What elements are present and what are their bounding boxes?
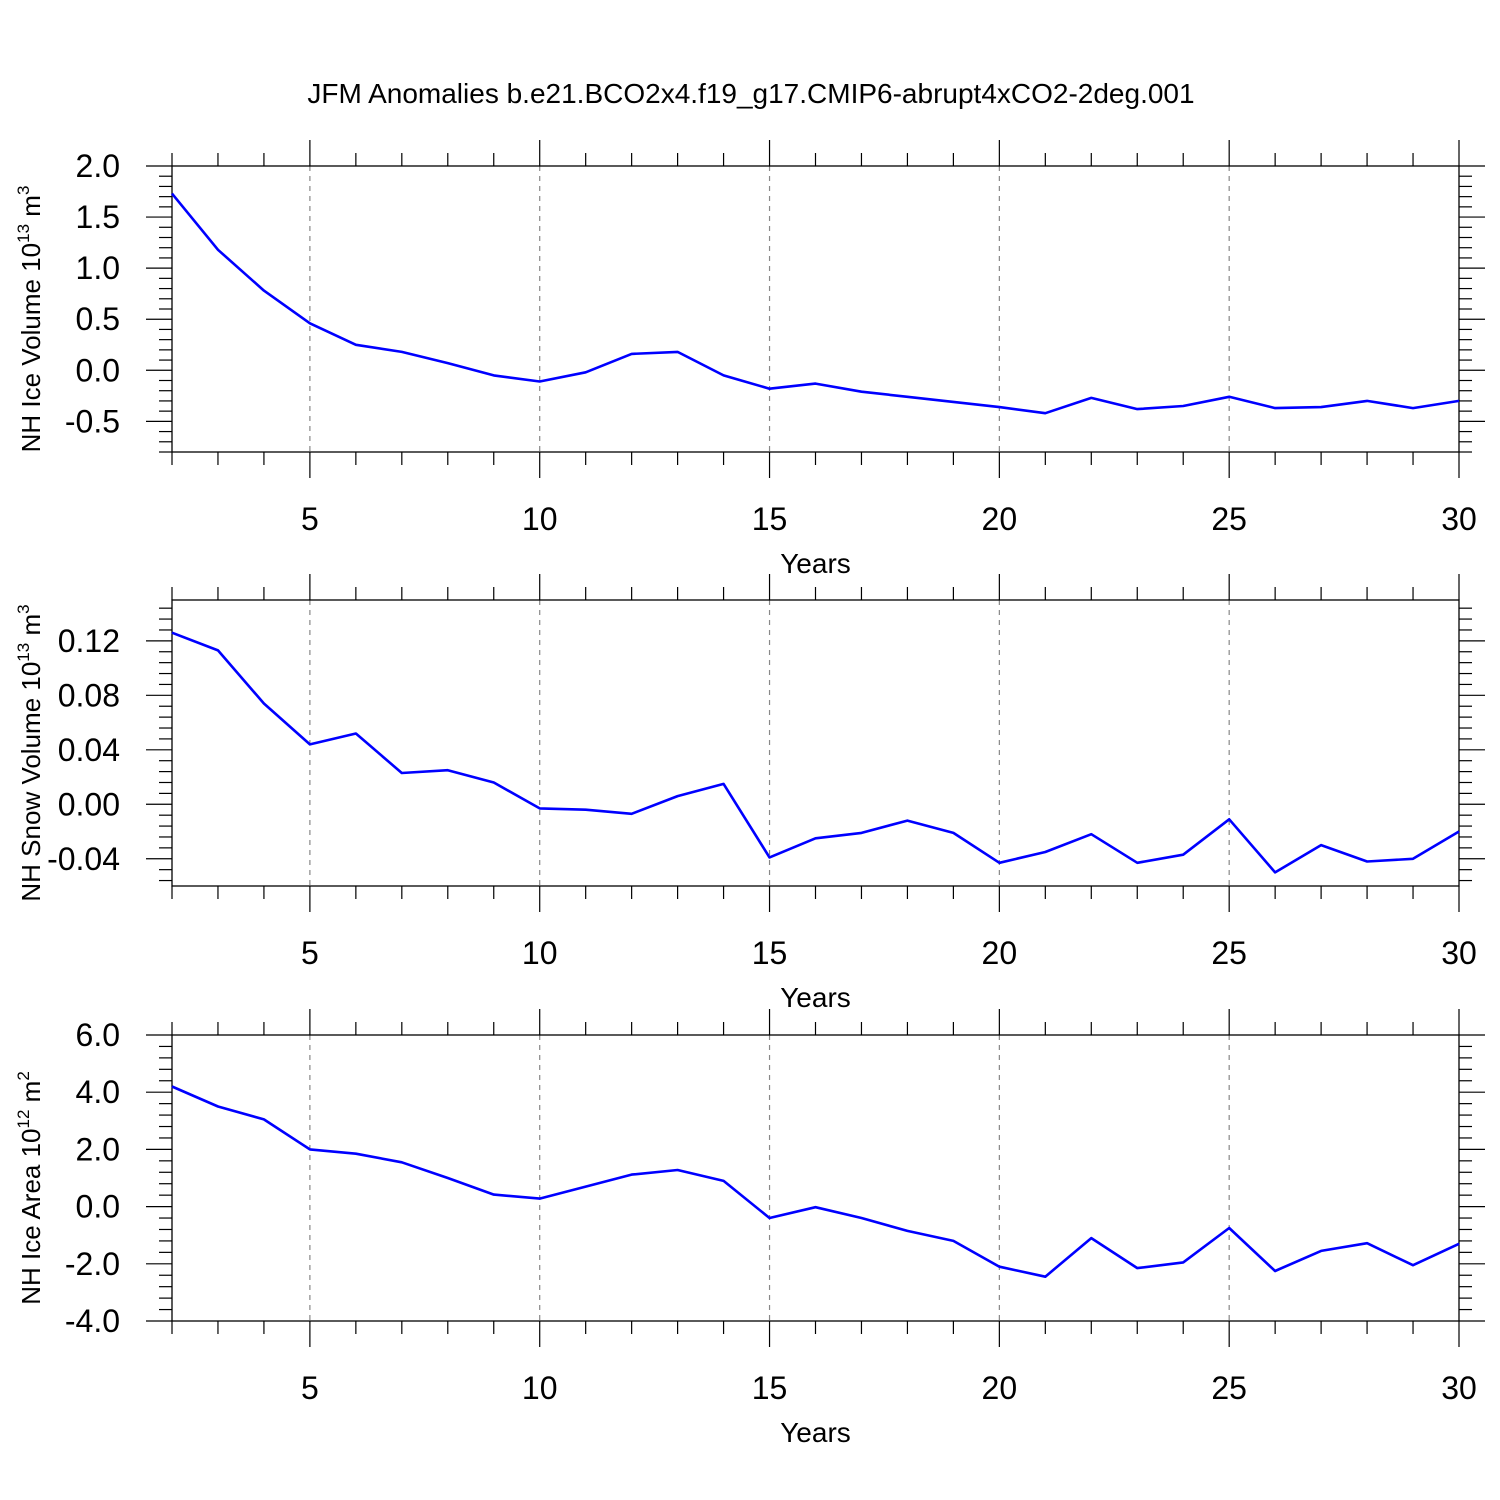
chart-panel-1: 5 10 15 20 25 30 2.0 1.5 1.0 0.5 0.0 -0.5 Years NH Ic… xyxy=(14,140,1485,579)
x-axis-title: Years xyxy=(780,982,851,1013)
y-tick-label: -2.0 xyxy=(65,1246,120,1282)
x-tick-label: 25 xyxy=(1211,501,1247,537)
x-tick-label: 30 xyxy=(1441,1370,1477,1406)
y-tick-label: 4.0 xyxy=(76,1074,120,1110)
y-tick-label: -0.5 xyxy=(65,403,120,439)
x-tick-label: 30 xyxy=(1441,501,1477,537)
plot-frame xyxy=(171,1034,1460,1322)
y-tick-label: 0.0 xyxy=(76,352,120,388)
x-tick-label: 10 xyxy=(522,1370,558,1406)
x-axis-title: Years xyxy=(780,1417,851,1448)
plot-frame xyxy=(171,165,1460,453)
data-series-line xyxy=(171,1085,1460,1278)
y-tick-label: 0.0 xyxy=(76,1189,120,1225)
plot-frame xyxy=(171,599,1460,887)
x-tick-label: 10 xyxy=(522,501,558,537)
panels: 5 10 15 20 25 30 2.0 1.5 1.0 0.5 0.0 -0.5 Years NH Ic… xyxy=(14,140,1485,1448)
y-tick-label: 2.0 xyxy=(76,1131,120,1167)
y-tick-label: 1.5 xyxy=(76,199,120,235)
x-tick-label: 10 xyxy=(522,935,558,971)
y-tick-label: 0.12 xyxy=(58,623,120,659)
y-tick-label: 6.0 xyxy=(76,1017,120,1053)
x-tick-label: 25 xyxy=(1211,1370,1247,1406)
x-tick-label: 25 xyxy=(1211,935,1247,971)
chart-title: JFM Anomalies b.e21.BCO2x4.f19_g17.CMIP6… xyxy=(307,78,1194,109)
y-tick-label: 0.5 xyxy=(76,301,120,337)
y-tick-label: -4.0 xyxy=(65,1303,120,1339)
data-series-line xyxy=(170,192,1460,415)
x-tick-label: 20 xyxy=(982,501,1018,537)
x-tick-label: 20 xyxy=(982,935,1018,971)
x-tick-label: 15 xyxy=(752,935,788,971)
y-tick-label: 0.00 xyxy=(58,786,120,822)
y-axis-title: NH Ice Volume 1013 m3 xyxy=(14,186,46,453)
x-tick-label: 5 xyxy=(301,1370,319,1406)
y-axis-title: NH Snow Volume 1013 m3 xyxy=(14,604,46,901)
y-tick-label: 0.04 xyxy=(58,732,120,768)
y-tick-label: -0.04 xyxy=(47,841,120,877)
chart-panel-3: 5 10 15 20 25 30 6.0 4.0 2.0 0.0 -2.0 -4.0 Years NH I… xyxy=(14,1009,1485,1448)
x-tick-label: 15 xyxy=(752,1370,788,1406)
x-tick-label: 5 xyxy=(301,501,319,537)
x-tick-label: 5 xyxy=(301,935,319,971)
y-tick-label: 1.0 xyxy=(76,250,120,286)
chart-panel-2: 5 10 15 20 25 30 0.12 0.08 0.04 0.00 -0.04 Years NH … xyxy=(14,574,1485,1013)
x-axis-title: Years xyxy=(780,548,851,579)
x-tick-label: 20 xyxy=(982,1370,1018,1406)
x-tick-label: 15 xyxy=(752,501,788,537)
y-tick-label: 2.0 xyxy=(76,148,120,184)
y-axis-title: NH Ice Area 1012 m2 xyxy=(14,1071,46,1305)
x-tick-label: 30 xyxy=(1441,935,1477,971)
y-tick-label: 0.08 xyxy=(58,677,120,713)
data-series-line xyxy=(171,631,1460,874)
